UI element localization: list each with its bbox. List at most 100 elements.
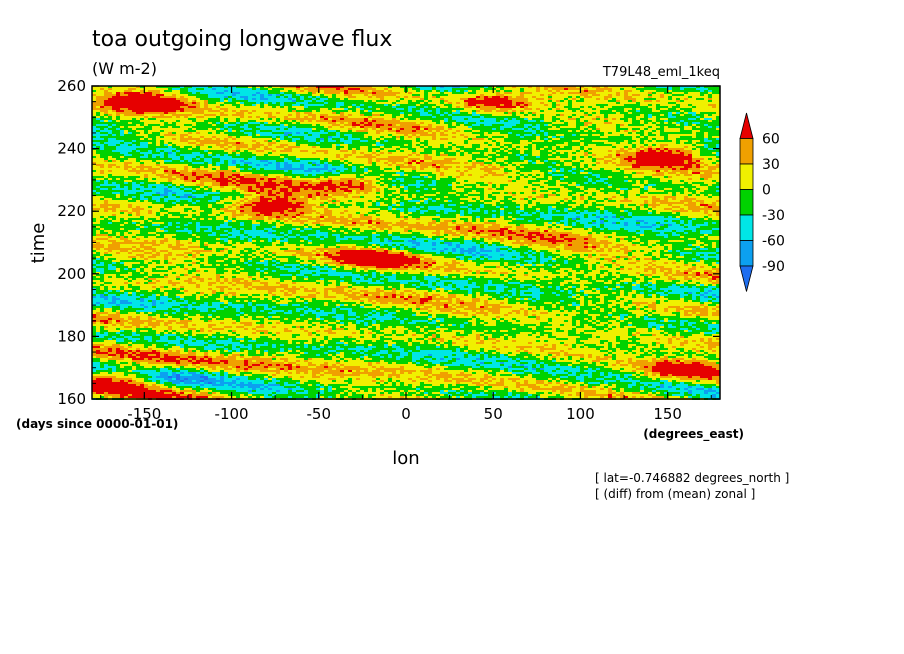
heatmap-cell xyxy=(132,146,136,148)
heatmap-cell xyxy=(488,146,492,148)
heatmap-cell xyxy=(500,118,504,120)
heatmap-cell xyxy=(180,106,184,108)
heatmap-cell xyxy=(276,126,280,128)
heatmap-cell xyxy=(568,146,572,148)
heatmap-cell xyxy=(444,146,448,148)
heatmap-cell xyxy=(696,122,700,124)
heatmap-cell xyxy=(252,128,256,130)
heatmap-cell xyxy=(100,98,104,100)
heatmap-cell xyxy=(316,108,320,110)
heatmap-cell xyxy=(424,122,428,124)
heatmap-cell xyxy=(96,124,100,126)
heatmap-cell xyxy=(452,146,456,148)
heatmap-cell xyxy=(712,114,716,116)
heatmap-cell xyxy=(408,142,412,144)
heatmap-cell xyxy=(156,128,160,130)
heatmap-cell xyxy=(652,114,656,116)
heatmap-cell xyxy=(588,142,592,144)
heatmap-cell xyxy=(544,132,548,134)
heatmap-cell xyxy=(348,134,352,136)
heatmap-cell xyxy=(460,122,464,124)
heatmap-cell xyxy=(376,132,380,134)
heatmap-cell xyxy=(616,118,620,120)
heatmap-cell xyxy=(632,144,636,146)
heatmap-cell xyxy=(412,122,416,124)
heatmap-cell xyxy=(404,108,408,110)
heatmap-cell xyxy=(580,124,584,126)
heatmap-cell xyxy=(452,100,456,102)
heatmap-cell xyxy=(584,90,588,92)
heatmap-cell xyxy=(284,144,288,146)
heatmap-cell xyxy=(108,130,112,132)
heatmap-cell xyxy=(592,120,596,122)
heatmap-cell xyxy=(652,116,656,118)
heatmap-cell xyxy=(300,124,304,126)
heatmap-cell xyxy=(684,118,688,120)
heatmap-cell xyxy=(148,138,152,140)
heatmap-cell xyxy=(560,140,564,142)
heatmap-cell xyxy=(420,140,424,142)
heatmap-cell xyxy=(204,116,208,118)
heatmap-cell xyxy=(492,106,496,108)
heatmap-cell xyxy=(508,116,512,118)
heatmap-cell xyxy=(476,126,480,128)
heatmap-cell xyxy=(284,118,288,120)
heatmap-cell xyxy=(260,136,264,138)
heatmap-cell xyxy=(368,128,372,130)
heatmap-cell xyxy=(536,120,540,122)
heatmap-cell xyxy=(140,124,144,126)
heatmap-cell xyxy=(192,112,196,114)
heatmap-cell xyxy=(396,108,400,110)
heatmap-cell xyxy=(120,132,124,134)
heatmap-cell xyxy=(348,92,352,94)
heatmap-cell xyxy=(300,144,304,146)
heatmap-cell xyxy=(364,90,368,92)
heatmap-cell xyxy=(504,132,508,134)
heatmap-cell xyxy=(496,146,500,148)
heatmap-cell xyxy=(340,128,344,130)
heatmap-cell xyxy=(692,108,696,110)
heatmap-cell xyxy=(248,110,252,112)
heatmap-cell xyxy=(316,140,320,142)
heatmap-cell xyxy=(556,92,560,94)
heatmap-cell xyxy=(692,110,696,112)
heatmap-cell xyxy=(600,98,604,100)
heatmap-cell xyxy=(504,102,508,104)
heatmap-cell xyxy=(208,132,212,134)
heatmap-cell xyxy=(684,92,688,94)
heatmap-cell xyxy=(700,116,704,118)
heatmap-cell xyxy=(556,122,560,124)
heatmap-cell xyxy=(160,138,164,140)
heatmap-cell xyxy=(480,104,484,106)
heatmap-cell xyxy=(220,96,224,98)
heatmap-cell xyxy=(320,90,324,92)
heatmap-cell xyxy=(96,112,100,114)
heatmap-cell xyxy=(476,96,480,98)
heatmap-cell xyxy=(676,144,680,146)
heatmap-cell xyxy=(492,88,496,90)
heatmap-cell xyxy=(696,112,700,114)
heatmap-cell xyxy=(212,92,216,94)
heatmap-cell xyxy=(544,134,548,136)
heatmap-cell xyxy=(620,98,624,100)
heatmap-cell xyxy=(648,134,652,136)
heatmap-cell xyxy=(428,114,432,116)
heatmap-cell xyxy=(528,120,532,122)
heatmap-cell xyxy=(372,134,376,136)
heatmap-cell xyxy=(672,128,676,130)
heatmap-cell xyxy=(212,148,216,150)
heatmap-cell xyxy=(536,148,540,150)
heatmap-cell xyxy=(312,132,316,134)
heatmap-cell xyxy=(268,118,272,120)
heatmap-cell xyxy=(660,110,664,112)
heatmap-cell xyxy=(420,146,424,148)
heatmap-cell xyxy=(528,94,532,96)
heatmap-cell xyxy=(704,144,708,146)
heatmap-cell xyxy=(572,122,576,124)
heatmap-cell xyxy=(436,90,440,92)
heatmap-cell xyxy=(612,144,616,146)
heatmap-cell xyxy=(652,130,656,132)
heatmap-cell xyxy=(172,92,176,94)
heatmap-cell xyxy=(536,132,540,134)
heatmap-cell xyxy=(544,108,548,110)
